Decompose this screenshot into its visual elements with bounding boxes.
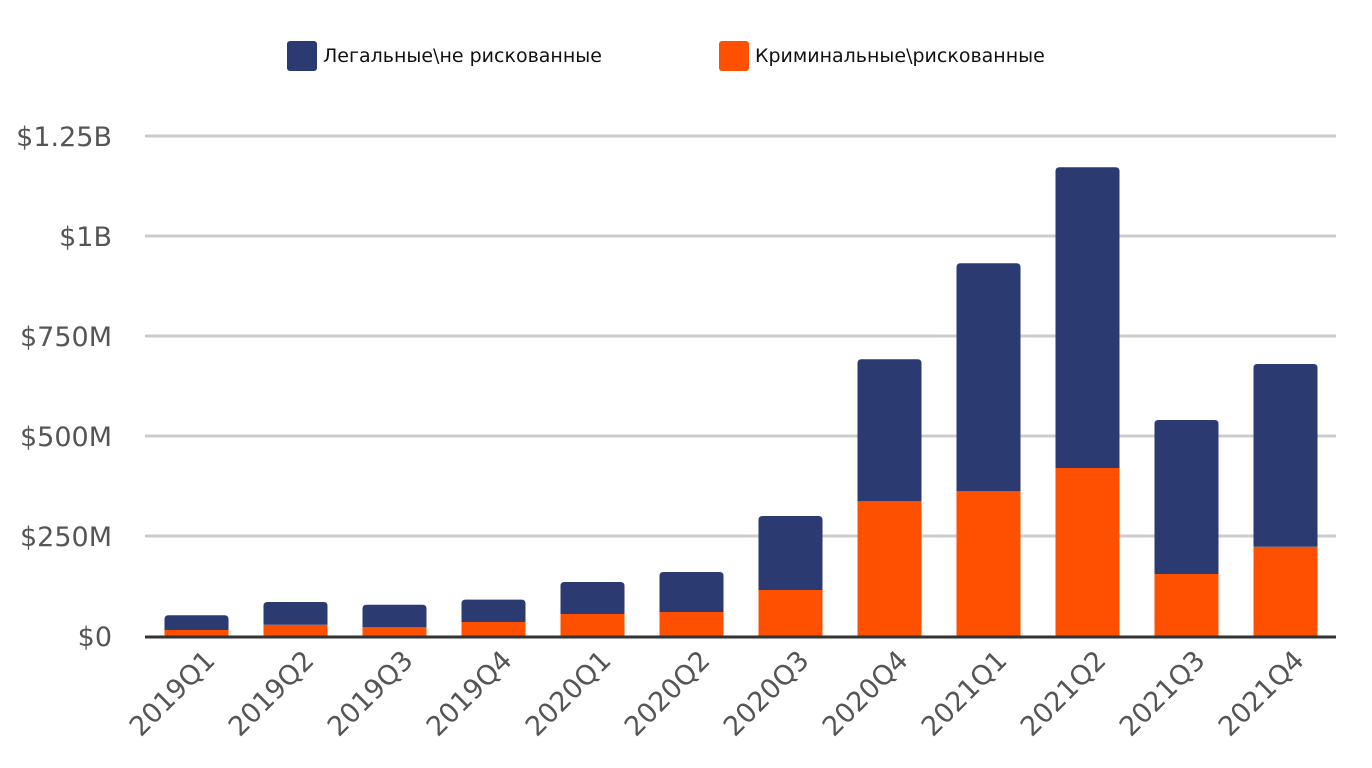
bar-segment [1154, 420, 1219, 574]
legend-item-legal: Легальные\не рискованные [287, 40, 602, 72]
legend-label-legal: Легальные\не рискованные [323, 45, 602, 67]
x-axis-tick-labels: 2019Q1 2019Q2 2019Q3 2019Q4 2020Q1 2020Q2 2020… [124, 645, 1311, 743]
y-tick-label: $250M [20, 522, 112, 553]
bar-segment [758, 516, 823, 590]
bar-stack [362, 604, 427, 636]
bar-segment [659, 572, 724, 612]
bar-segment [659, 612, 724, 636]
legend-item-criminal: Криминальные\рискованные [719, 40, 1045, 72]
bars [164, 167, 1318, 636]
y-tick-label: $750M [20, 322, 112, 353]
y-axis-tick-labels: $0 $250M $500M $750M $1B $1.25B [16, 122, 112, 653]
bar-segment [857, 501, 922, 636]
gridlines [145, 134, 1336, 538]
bar-segment [164, 630, 229, 636]
x-tick-label: 2020Q3 [718, 645, 816, 743]
bar-stack [263, 602, 328, 636]
bar-segment [263, 624, 328, 636]
bar-stack [1055, 167, 1120, 636]
bar-segment [461, 599, 526, 622]
bar-segment [164, 615, 229, 630]
bar-stack [1253, 364, 1318, 636]
bar-segment [1055, 167, 1120, 468]
bar-stack [1154, 420, 1219, 636]
x-tick-label: 2020Q2 [619, 645, 717, 743]
legend: Легальные\не рискованные Криминальные\ри… [0, 40, 1372, 72]
bar-segment [758, 590, 823, 636]
bar-stack [659, 572, 724, 636]
x-tick-label: 2021Q4 [1213, 645, 1311, 743]
legend-swatch-criminal [719, 41, 749, 71]
bar-stack [461, 599, 526, 636]
bar-stack [164, 615, 229, 636]
x-tick-label: 2021Q3 [1114, 645, 1212, 743]
x-tick-label: 2021Q1 [916, 645, 1014, 743]
bar-segment [362, 604, 427, 628]
x-tick-label: 2021Q2 [1015, 645, 1113, 743]
y-tick-label: $1B [59, 222, 112, 253]
bar-stack [857, 359, 922, 636]
x-tick-label: 2019Q3 [322, 645, 420, 743]
bar-segment [263, 602, 328, 625]
y-tick-label: $500M [20, 422, 112, 453]
y-tick-label: $0 [78, 622, 112, 653]
bar-segment [461, 622, 526, 636]
bar-stack [956, 263, 1021, 636]
x-tick-label: 2019Q1 [124, 645, 222, 743]
bar-segment [560, 614, 625, 636]
bar-segment [560, 582, 625, 614]
bar-segment [1253, 364, 1318, 547]
bar-segment [362, 627, 427, 636]
bar-segment [956, 491, 1021, 636]
bar-segment [956, 263, 1021, 492]
bar-segment [857, 359, 922, 502]
y-tick-label: $1.25B [16, 122, 112, 153]
bar-stack [560, 582, 625, 636]
legend-label-criminal: Криминальные\рискованные [755, 45, 1045, 67]
bar-stack [758, 516, 823, 636]
x-tick-label: 2019Q2 [223, 645, 321, 743]
x-tick-label: 2020Q4 [817, 645, 915, 743]
bar-segment [1055, 468, 1120, 636]
legend-swatch-legal [287, 41, 317, 71]
bar-segment [1253, 546, 1318, 636]
x-tick-label: 2020Q1 [520, 645, 618, 743]
bar-segment [1154, 574, 1219, 636]
x-tick-label: 2019Q4 [421, 645, 519, 743]
